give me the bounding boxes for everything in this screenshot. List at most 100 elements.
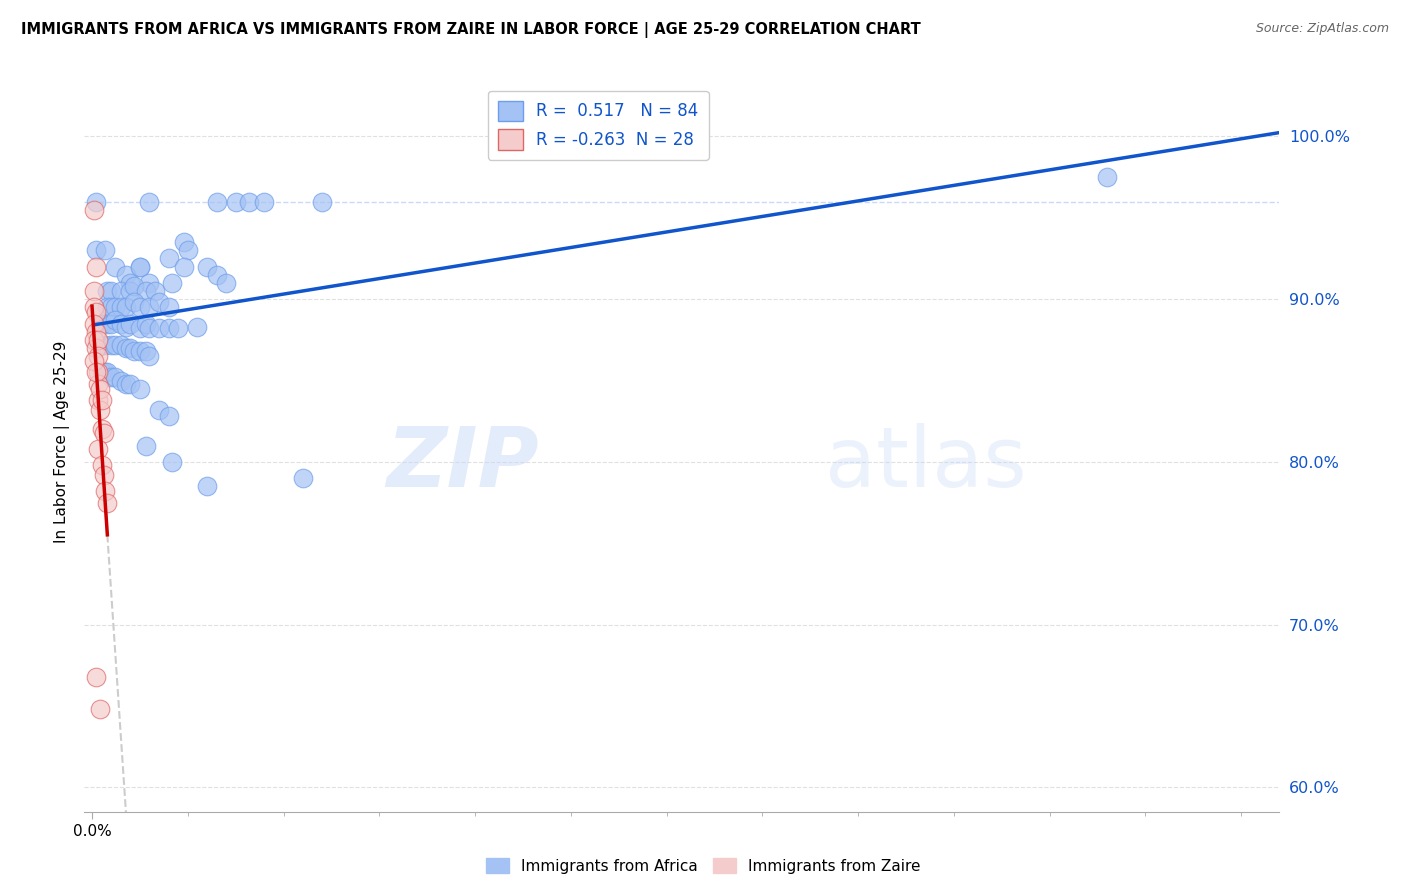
Point [90, 337, 112, 351]
Point [162, 276, 184, 290]
Point [100, 301, 122, 315]
Point [96, 317, 118, 331]
Point [157, 301, 180, 315]
Point [94, 365, 117, 379]
Point [100, 370, 122, 384]
Point [83, 333, 105, 347]
Point [238, 194, 260, 209]
Point [1095, 170, 1118, 185]
Point [104, 313, 127, 327]
Point [173, 235, 195, 250]
Point [100, 284, 122, 298]
Point [122, 344, 145, 359]
Point [115, 268, 138, 282]
Point [84, 260, 107, 274]
Point [115, 376, 138, 391]
Point [110, 374, 132, 388]
Point [110, 284, 132, 298]
Point [253, 194, 276, 209]
Point [84, 670, 107, 684]
Point [135, 439, 157, 453]
Point [89, 402, 111, 417]
Point [157, 321, 180, 335]
Point [138, 321, 160, 335]
Point [104, 301, 127, 315]
Point [94, 484, 117, 499]
Text: Source: ZipAtlas.com: Source: ZipAtlas.com [1256, 22, 1389, 36]
Point [157, 409, 180, 424]
Point [129, 344, 152, 359]
Y-axis label: In Labor Force | Age 25-29: In Labor Force | Age 25-29 [55, 341, 70, 542]
Point [90, 422, 112, 436]
Point [110, 337, 132, 351]
Point [195, 260, 218, 274]
Point [83, 284, 105, 298]
Point [120, 317, 142, 331]
Point [96, 495, 118, 509]
Point [96, 301, 118, 315]
Point [90, 317, 112, 331]
Text: IMMIGRANTS FROM AFRICA VS IMMIGRANTS FROM ZAIRE IN LABOR FORCE | AGE 25-29 CORRE: IMMIGRANTS FROM AFRICA VS IMMIGRANTS FRO… [21, 22, 921, 38]
Point [195, 479, 218, 493]
Point [87, 365, 110, 379]
Point [89, 382, 111, 396]
Text: ZIP: ZIP [385, 423, 538, 504]
Point [90, 458, 112, 472]
Point [186, 319, 208, 334]
Point [84, 325, 107, 339]
Point [135, 284, 157, 298]
Point [129, 321, 152, 335]
Point [104, 337, 127, 351]
Point [167, 321, 190, 335]
Point [135, 344, 157, 359]
Point [138, 194, 160, 209]
Point [94, 244, 117, 258]
Point [311, 194, 333, 209]
Point [84, 365, 107, 379]
Point [225, 194, 247, 209]
Point [83, 317, 105, 331]
Point [129, 301, 152, 315]
Point [157, 252, 180, 266]
Point [87, 333, 110, 347]
Legend: Immigrants from Africa, Immigrants from Zaire: Immigrants from Africa, Immigrants from … [479, 852, 927, 880]
Point [84, 305, 107, 319]
Point [177, 244, 200, 258]
Point [120, 341, 142, 355]
Point [87, 392, 110, 407]
Point [148, 321, 170, 335]
Point [122, 295, 145, 310]
Point [143, 284, 166, 298]
Point [173, 260, 195, 274]
Point [205, 268, 228, 282]
Point [94, 337, 117, 351]
Point [115, 319, 138, 334]
Point [115, 301, 138, 315]
Point [138, 276, 160, 290]
Point [83, 354, 105, 368]
Legend: R =  0.517   N = 84, R = -0.263  N = 28: R = 0.517 N = 84, R = -0.263 N = 28 [488, 91, 709, 160]
Point [120, 276, 142, 290]
Point [90, 365, 112, 379]
Point [93, 467, 115, 482]
Point [291, 471, 314, 485]
Point [87, 376, 110, 391]
Point [120, 376, 142, 391]
Point [122, 279, 145, 293]
Point [104, 260, 127, 274]
Point [96, 365, 118, 379]
Text: atlas: atlas [825, 423, 1026, 504]
Point [96, 284, 118, 298]
Point [100, 317, 122, 331]
Point [120, 284, 142, 298]
Point [148, 402, 170, 417]
Point [84, 244, 107, 258]
Point [84, 194, 107, 209]
Point [129, 260, 152, 274]
Point [115, 341, 138, 355]
Point [110, 301, 132, 315]
Point [138, 349, 160, 363]
Point [135, 317, 157, 331]
Point [110, 317, 132, 331]
Point [89, 702, 111, 716]
